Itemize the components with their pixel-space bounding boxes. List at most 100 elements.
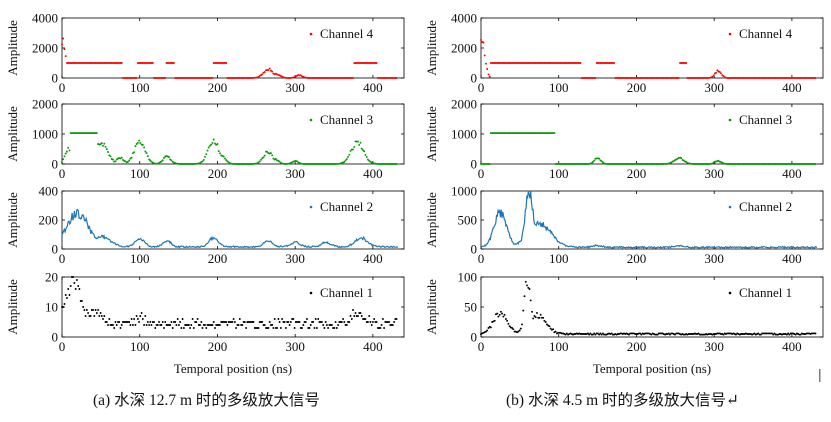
data-point-a-channel-1 bbox=[97, 309, 100, 311]
data-point-a-channel-3 bbox=[386, 163, 389, 165]
data-point-b-channel-3 bbox=[759, 163, 762, 165]
x-tick-label-b-channel-4: 400 bbox=[782, 80, 802, 95]
y-tick-label-b-channel-4: 0 bbox=[471, 71, 478, 86]
data-point-b-channel-4 bbox=[794, 77, 797, 79]
data-point-b-channel-1 bbox=[594, 333, 597, 336]
data-point-a-channel-1 bbox=[131, 324, 134, 326]
data-point-a-channel-4 bbox=[121, 77, 124, 79]
data-point-b-channel-4 bbox=[512, 62, 515, 64]
data-point-b-channel-1 bbox=[531, 310, 533, 313]
data-point-b-channel-1 bbox=[591, 333, 594, 336]
data-point-b-channel-4 bbox=[763, 77, 766, 79]
data-point-a-channel-4 bbox=[395, 77, 398, 79]
data-point-a-channel-1 bbox=[95, 312, 98, 314]
data-point-b-channel-1 bbox=[533, 315, 536, 317]
data-point-a-channel-3 bbox=[243, 163, 246, 165]
data-point-a-channel-4 bbox=[232, 77, 235, 79]
data-point-b-channel-4 bbox=[711, 75, 714, 78]
series-a-channel-4 bbox=[61, 37, 398, 79]
data-point-a-channel-1 bbox=[118, 321, 121, 323]
data-point-a-channel-1 bbox=[271, 324, 274, 326]
data-point-b-channel-4 bbox=[662, 77, 665, 79]
data-point-b-channel-1 bbox=[560, 332, 563, 335]
data-point-b-channel-1 bbox=[506, 319, 509, 322]
data-point-b-channel-3 bbox=[700, 163, 703, 165]
data-point-b-channel-1 bbox=[508, 325, 511, 328]
data-point-b-channel-1 bbox=[717, 332, 720, 335]
data-point-a-channel-3 bbox=[144, 150, 147, 153]
data-point-a-channel-3 bbox=[186, 163, 189, 165]
legend-label-b-channel-3: Channel 3 bbox=[739, 112, 792, 127]
y-tick-label-b-channel-3: 2000 bbox=[451, 97, 477, 112]
data-point-a-channel-1 bbox=[395, 318, 398, 320]
data-point-a-channel-1 bbox=[98, 315, 101, 317]
data-point-b-channel-3 bbox=[626, 163, 629, 165]
data-point-a-channel-3 bbox=[207, 146, 210, 149]
data-point-b-channel-3 bbox=[637, 163, 640, 165]
data-point-a-channel-3 bbox=[115, 158, 118, 161]
data-point-b-channel-1 bbox=[766, 332, 768, 335]
legend-marker-b-channel-2 bbox=[728, 205, 732, 209]
data-point-a-channel-3 bbox=[217, 150, 220, 153]
data-point-a-channel-3 bbox=[235, 163, 238, 165]
data-point-a-channel-1 bbox=[277, 318, 280, 320]
data-point-a-channel-4 bbox=[63, 48, 66, 51]
data-point-b-channel-3 bbox=[810, 163, 813, 165]
data-point-b-channel-1 bbox=[697, 332, 700, 335]
data-point-b-channel-4 bbox=[757, 77, 760, 79]
data-point-a-channel-4 bbox=[126, 77, 129, 79]
data-point-b-channel-1 bbox=[657, 332, 660, 335]
x-tick-label-a-channel-1: 200 bbox=[208, 339, 228, 354]
data-point-b-channel-4 bbox=[810, 77, 813, 79]
data-point-a-channel-3 bbox=[332, 163, 335, 165]
data-point-a-channel-1 bbox=[276, 327, 279, 329]
data-point-b-channel-3 bbox=[771, 163, 773, 165]
data-point-b-channel-1 bbox=[682, 333, 685, 336]
data-point-a-channel-1 bbox=[77, 285, 80, 287]
data-point-b-channel-3 bbox=[514, 132, 517, 135]
series-b-channel-2 bbox=[480, 190, 818, 250]
y-tick-label-a-channel-3: 2000 bbox=[32, 97, 58, 112]
data-point-b-channel-4 bbox=[634, 77, 637, 79]
data-point-a-channel-1 bbox=[83, 309, 86, 311]
data-point-b-channel-4 bbox=[700, 77, 703, 79]
data-point-b-channel-4 bbox=[558, 62, 561, 64]
data-point-a-channel-1 bbox=[371, 321, 374, 323]
data-point-b-channel-4 bbox=[682, 62, 685, 64]
data-point-b-channel-3 bbox=[501, 132, 504, 135]
data-point-a-channel-4 bbox=[75, 62, 78, 64]
series-a-channel-1 bbox=[61, 276, 398, 329]
data-point-a-channel-1 bbox=[332, 327, 335, 329]
data-point-b-channel-4 bbox=[618, 77, 620, 79]
data-point-b-channel-4 bbox=[579, 62, 582, 64]
data-point-a-channel-3 bbox=[136, 141, 139, 144]
data-point-a-channel-4 bbox=[113, 62, 116, 64]
data-point-b-channel-4 bbox=[482, 41, 485, 44]
data-point-a-channel-1 bbox=[104, 321, 107, 323]
data-point-b-channel-1 bbox=[504, 318, 507, 320]
data-point-b-channel-3 bbox=[574, 163, 577, 165]
data-point-a-channel-3 bbox=[190, 163, 193, 165]
data-point-a-channel-1 bbox=[378, 327, 381, 329]
data-point-a-channel-1 bbox=[306, 318, 308, 320]
data-point-b-channel-1 bbox=[603, 333, 606, 336]
data-point-a-channel-3 bbox=[348, 153, 351, 156]
data-point-a-channel-1 bbox=[298, 321, 301, 323]
data-point-b-channel-3 bbox=[583, 163, 586, 165]
data-point-a-channel-4 bbox=[329, 77, 332, 79]
data-point-a-channel-1 bbox=[195, 321, 198, 323]
data-point-b-channel-1 bbox=[667, 332, 670, 335]
data-point-a-channel-3 bbox=[179, 163, 182, 165]
data-point-a-channel-4 bbox=[340, 77, 343, 79]
x-tick-label-b-channel-1: 400 bbox=[782, 339, 802, 354]
data-point-a-channel-4 bbox=[146, 62, 149, 64]
data-point-a-channel-4 bbox=[269, 69, 272, 72]
data-point-b-channel-4 bbox=[674, 77, 676, 79]
data-point-a-channel-4 bbox=[184, 77, 187, 79]
data-point-b-channel-1 bbox=[529, 299, 532, 302]
data-point-b-channel-3 bbox=[578, 163, 581, 165]
data-point-a-channel-4 bbox=[364, 62, 367, 64]
data-point-a-channel-3 bbox=[211, 141, 214, 144]
data-point-a-channel-4 bbox=[118, 62, 121, 64]
data-point-a-channel-1 bbox=[373, 318, 376, 320]
